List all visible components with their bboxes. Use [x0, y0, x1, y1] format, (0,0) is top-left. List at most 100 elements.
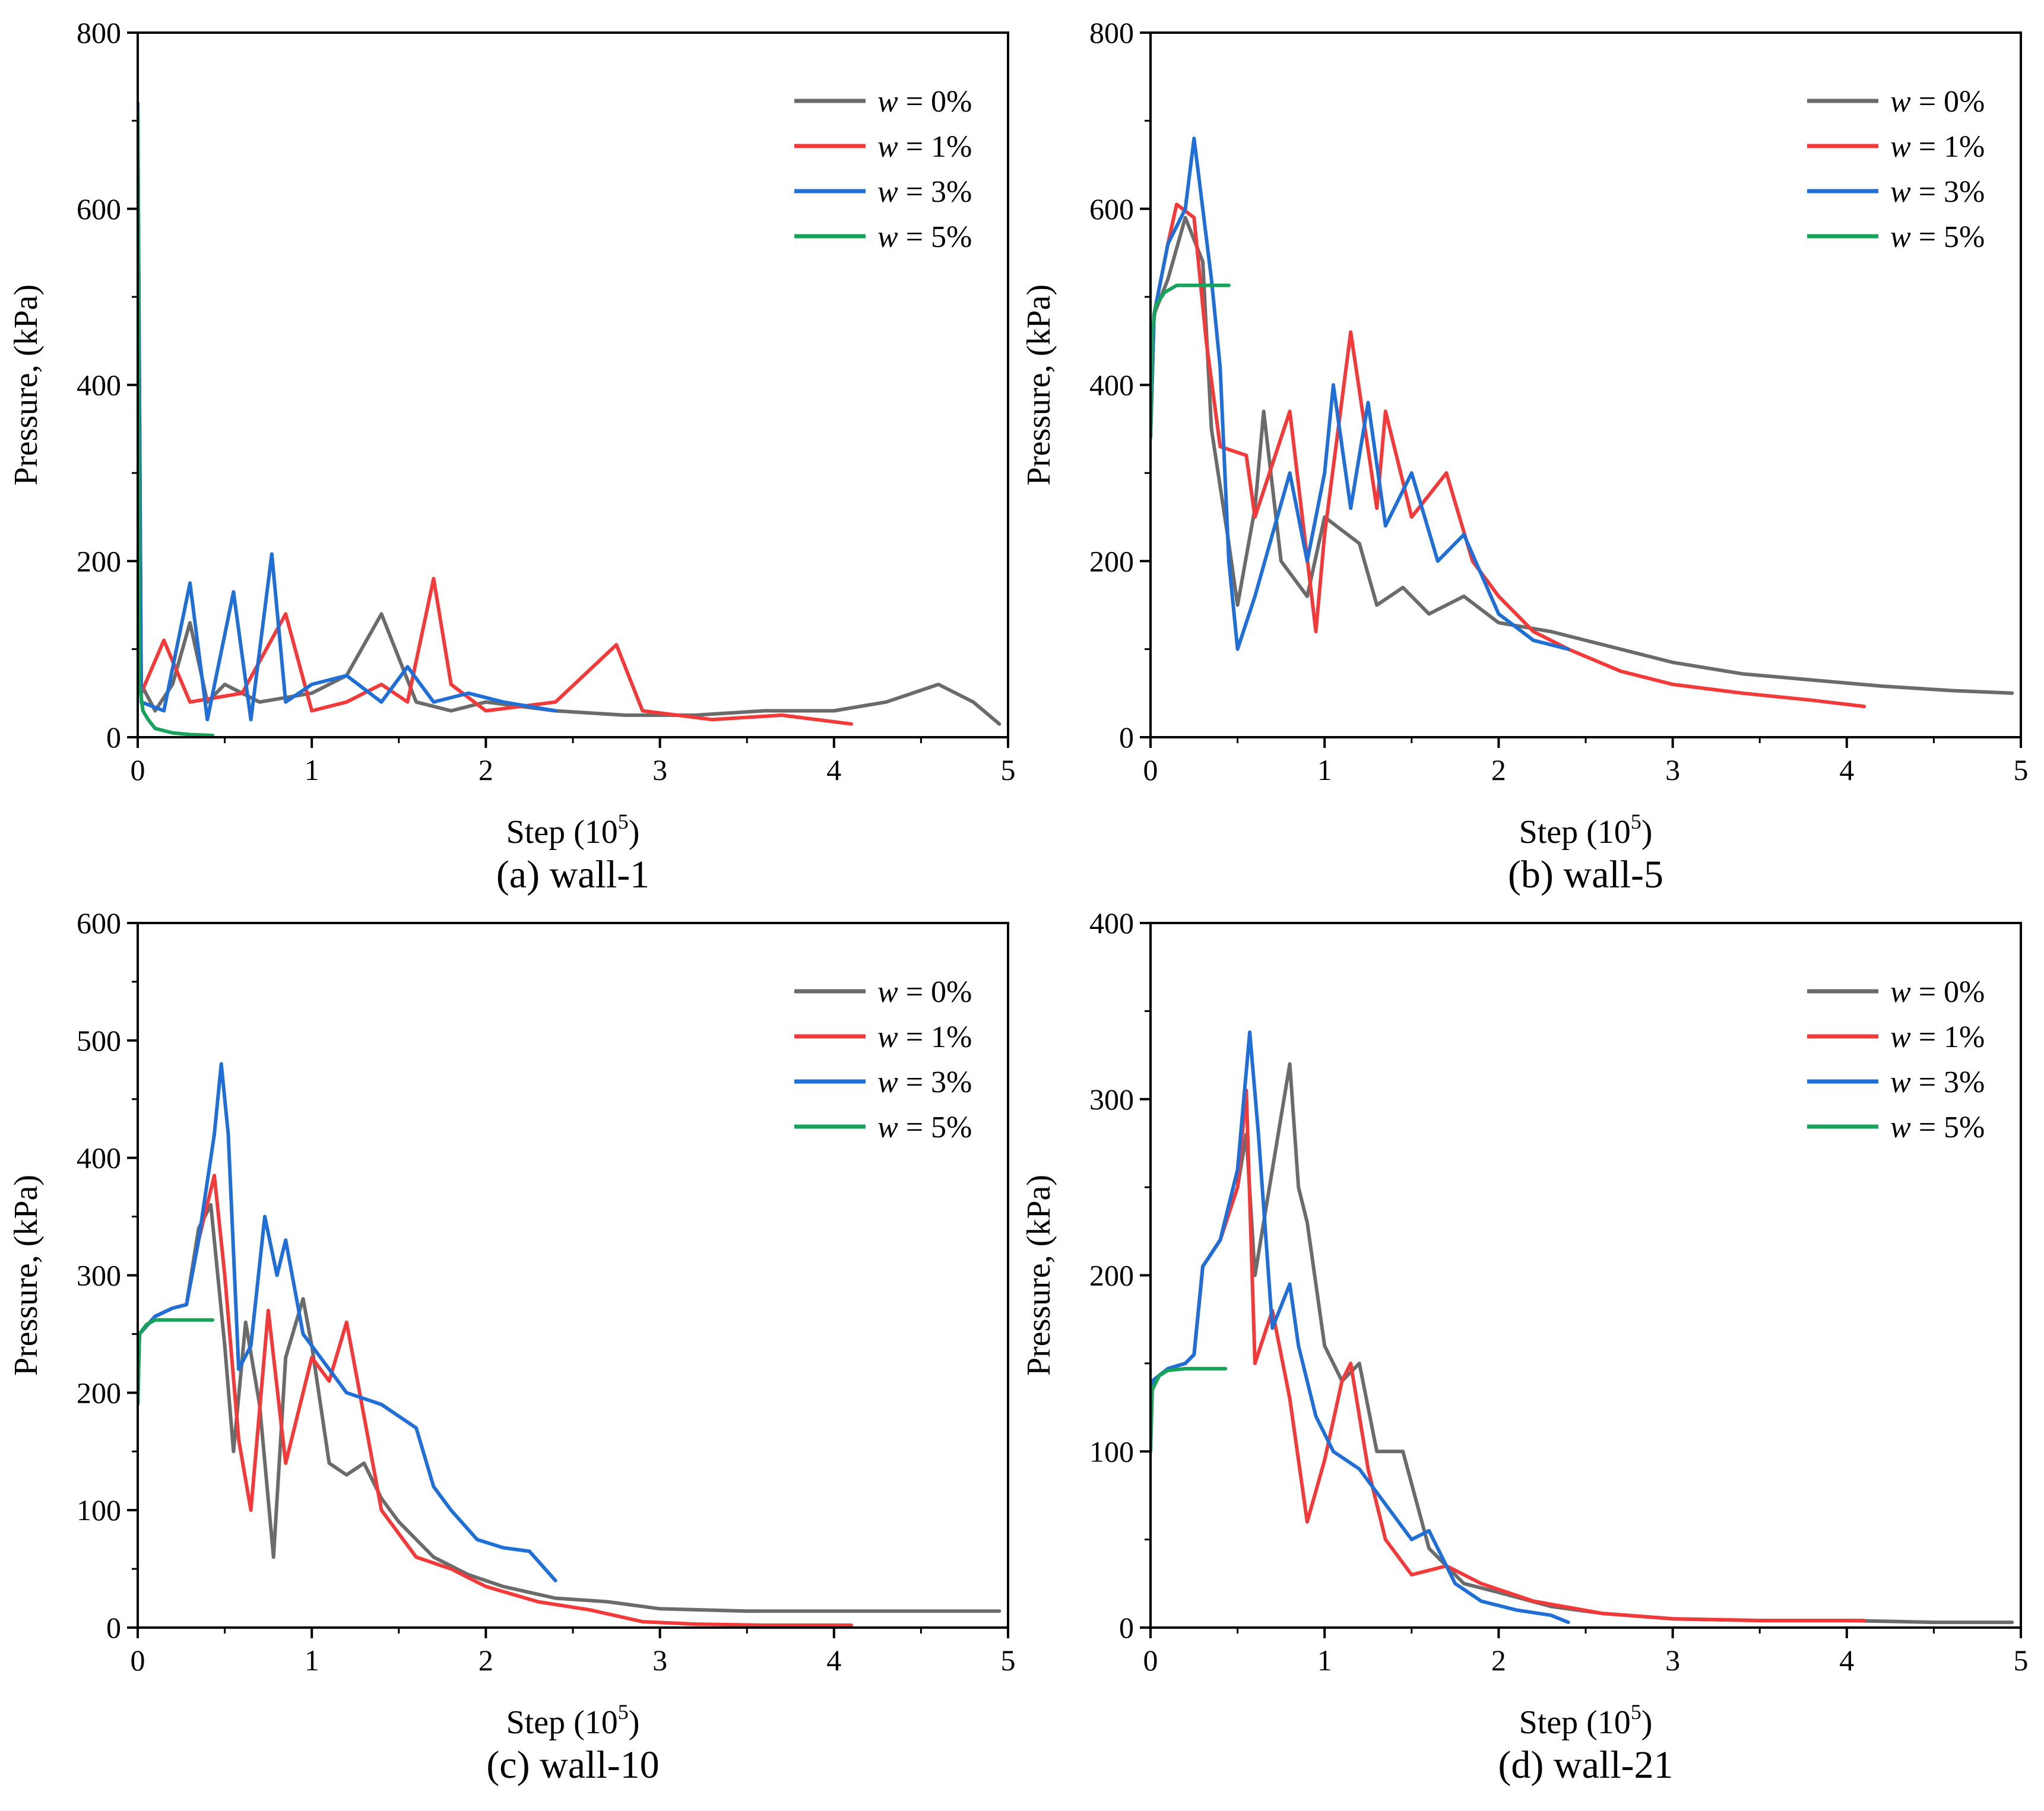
y-tick-label: 0 [106, 721, 121, 754]
y-tick-label: 600 [1089, 192, 1134, 226]
x-tick-label: 3 [652, 753, 667, 786]
series-line-w3 [138, 101, 557, 722]
legend: w = 0% w = 1% w = 3% w = 5% [794, 975, 972, 1144]
x-tick-label: 2 [1491, 753, 1506, 786]
y-tick-label: 200 [1089, 1259, 1134, 1292]
y-tick-label: 200 [77, 544, 121, 578]
y-tick-label: 0 [1119, 1611, 1134, 1644]
x-tick-label: 1 [1317, 1644, 1332, 1677]
y-axis-label: Pressure, (kPa) [8, 284, 45, 486]
legend-label: w = 1% [1890, 1020, 1985, 1054]
series-group [1151, 1030, 2014, 1625]
y-tick-label: 200 [1089, 544, 1134, 578]
series-group [138, 101, 1002, 737]
legend-label: w = 3% [1890, 1065, 1985, 1099]
x-tick-label: 0 [131, 753, 145, 786]
x-tick-label: 1 [305, 1644, 319, 1677]
x-tick-label: 4 [1839, 1644, 1854, 1677]
series-line-w0 [138, 1203, 1002, 1613]
x-tick-label: 3 [1665, 1644, 1680, 1677]
series-line-w5 [138, 110, 215, 737]
legend-label: w = 0% [1890, 85, 1985, 119]
series-line-w1 [138, 1173, 854, 1627]
y-tick-label: 0 [1119, 721, 1134, 754]
x-axis-label: Step (105) [506, 810, 640, 851]
x-tick-label: 4 [1839, 753, 1854, 786]
x-tick-label: 0 [131, 1644, 145, 1677]
series-line-w5 [1151, 283, 1231, 440]
legend: w = 0% w = 1% w = 3% w = 5% [794, 85, 972, 254]
x-tick-label: 4 [826, 753, 841, 786]
legend: w = 0% w = 1% w = 3% w = 5% [1807, 85, 1985, 254]
y-tick-label: 500 [77, 1024, 121, 1057]
legend-label: w = 5% [877, 220, 972, 254]
panel-caption: (a) wall-1 [496, 853, 649, 896]
series-line-w5 [138, 1318, 215, 1407]
legend-label: w = 3% [1890, 175, 1985, 209]
y-axis-label: Pressure, (kPa) [1021, 284, 1057, 486]
x-axis-label: Step (105) [1519, 810, 1653, 851]
x-axis-label: Step (105) [506, 1700, 640, 1741]
y-tick-label: 600 [77, 906, 121, 940]
legend-label: w = 1% [1890, 130, 1985, 164]
series-line-w3 [1151, 137, 1570, 651]
y-tick-label: 400 [77, 1141, 121, 1175]
series-line-w1 [1151, 202, 1866, 709]
panel-caption: (c) wall-10 [486, 1743, 659, 1787]
panel-caption: (d) wall-21 [1498, 1743, 1673, 1787]
x-tick-label: 1 [305, 753, 319, 786]
series-line-w1 [138, 101, 854, 726]
legend: w = 0% w = 1% w = 3% w = 5% [1807, 975, 1985, 1144]
x-tick-label: 4 [826, 1644, 841, 1677]
y-tick-label: 800 [1089, 16, 1134, 49]
x-tick-label: 5 [1001, 1644, 1016, 1677]
x-tick-label: 5 [2014, 753, 2029, 786]
series-line-w0 [1151, 215, 2014, 695]
legend-label: w = 3% [877, 1065, 972, 1099]
series-group [138, 1062, 1002, 1627]
y-axis-label: Pressure, (kPa) [1021, 1175, 1057, 1376]
chart-panel-1: 0 1 2 3 4 5 0 200 400 600 800 Step (105) Pressure, (… [8, 16, 1016, 896]
legend-label: w = 1% [877, 130, 972, 164]
series-group [1151, 137, 2014, 709]
y-tick-label: 300 [1089, 1083, 1134, 1116]
x-tick-label: 5 [2014, 1644, 2029, 1677]
series-line-w5 [1151, 1366, 1228, 1454]
y-tick-label: 100 [1089, 1435, 1134, 1468]
legend-label: w = 1% [877, 1020, 972, 1054]
series-line-w3 [1151, 1030, 1570, 1625]
legend-label: w = 0% [877, 85, 972, 119]
legend-label: w = 5% [1890, 1111, 1985, 1144]
series-line-w3 [138, 1062, 557, 1582]
y-tick-label: 200 [77, 1376, 121, 1409]
y-tick-label: 100 [77, 1493, 121, 1527]
y-tick-label: 0 [106, 1611, 121, 1644]
y-tick-label: 600 [77, 192, 121, 226]
legend-label: w = 0% [1890, 975, 1985, 1009]
x-tick-label: 0 [1143, 753, 1158, 786]
x-tick-label: 5 [1001, 753, 1016, 786]
series-line-w0 [138, 119, 1002, 726]
y-tick-label: 400 [1089, 369, 1134, 402]
x-axis-label: Step (105) [1519, 1700, 1653, 1741]
series-line-w1 [1151, 1088, 1866, 1623]
chart-panel-2: 0 1 2 3 4 5 0 200 400 600 800 Step (105) Pressure, (… [1021, 16, 2029, 896]
x-tick-label: 2 [478, 753, 493, 786]
y-tick-label: 800 [77, 16, 121, 49]
y-tick-label: 400 [77, 369, 121, 402]
legend-label: w = 3% [877, 175, 972, 209]
x-tick-label: 3 [1665, 753, 1680, 786]
chart-panel-4: 0 1 2 3 4 5 0 100 200 300 400 Step (105) Pressure, (… [1021, 906, 2029, 1787]
y-tick-label: 400 [1089, 906, 1134, 940]
x-tick-label: 3 [652, 1644, 667, 1677]
x-tick-label: 0 [1143, 1644, 1158, 1677]
y-tick-label: 300 [77, 1259, 121, 1292]
y-axis-label: Pressure, (kPa) [8, 1175, 45, 1376]
legend-label: w = 5% [1890, 220, 1985, 254]
chart-panel-3: 0 1 2 3 4 5 0 100 200 300 400 500 600 Step (105) Press… [8, 906, 1016, 1787]
x-tick-label: 2 [478, 1644, 493, 1677]
x-tick-label: 1 [1317, 753, 1332, 786]
x-tick-label: 2 [1491, 1644, 1506, 1677]
panel-caption: (b) wall-5 [1508, 853, 1663, 896]
